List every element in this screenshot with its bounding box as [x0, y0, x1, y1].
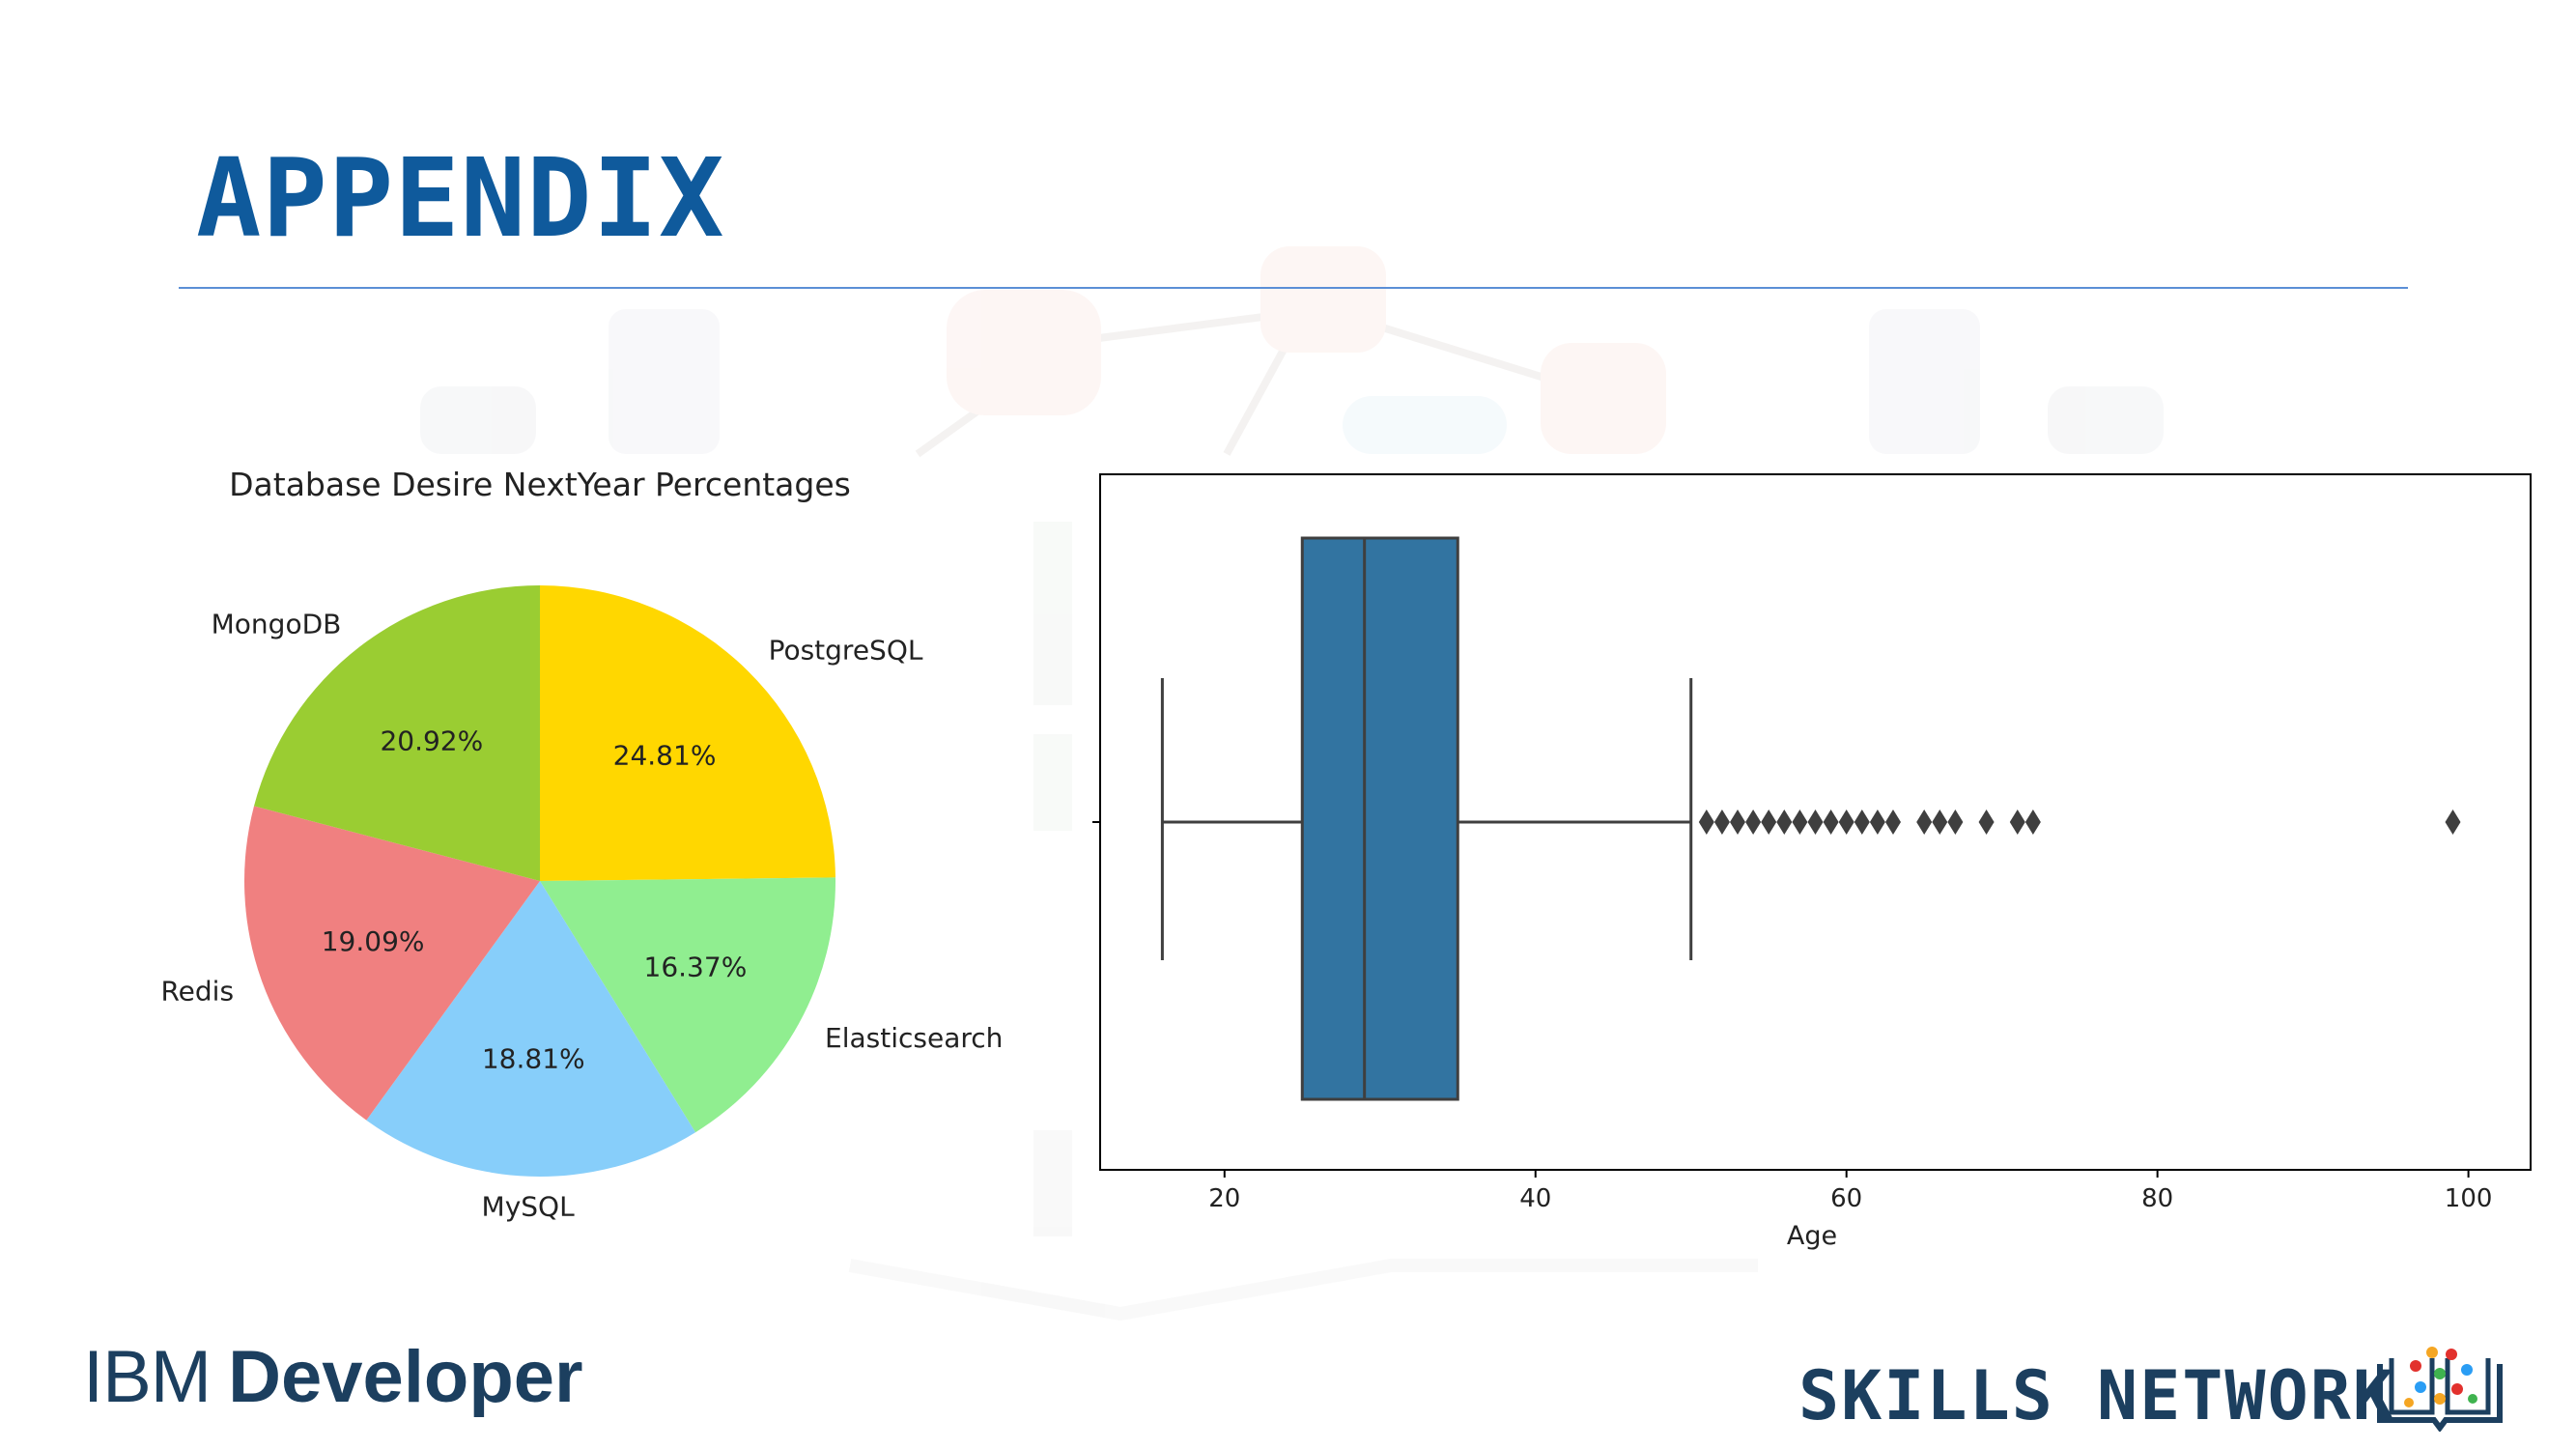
- x-tick-label: 40: [1519, 1184, 1551, 1213]
- pie-slice-redis: [243, 806, 540, 1121]
- pie-category-label-mongodb: MongoDB: [212, 609, 342, 640]
- outlier-point: [1776, 810, 1793, 835]
- pie-slice-postgresql: [540, 585, 835, 881]
- ibm-wordmark: IBM: [83, 1336, 212, 1418]
- outlier-point: [2024, 810, 2041, 835]
- outlier-point: [1978, 810, 1995, 835]
- pie-pct-label-postgresql: 24.81%: [613, 739, 717, 771]
- box-plot: 20 40 60 80 100 Age: [1092, 473, 2532, 1251]
- iqr-box: [1300, 536, 1459, 1101]
- pie-pct-label-redis: 19.09%: [322, 925, 425, 957]
- outlier-point: [1745, 810, 1762, 835]
- outlier-point: [2445, 810, 2461, 835]
- x-tick-label: 100: [2445, 1184, 2493, 1213]
- pie-category-label-elasticsearch: Elasticsearch: [825, 1022, 1003, 1054]
- outlier-point: [1854, 810, 1870, 835]
- x-tick-label: 20: [1208, 1184, 1240, 1213]
- outlier-point: [2009, 810, 2025, 835]
- book-network-icon: [2377, 1347, 2503, 1432]
- skills-network-logo-text: SKILLS NETWORK: [1798, 1356, 2396, 1435]
- x-tick-label: 60: [1830, 1184, 1862, 1213]
- pie-pct-label-mongodb: 20.92%: [380, 725, 483, 757]
- developer-wordmark: Developer: [228, 1336, 583, 1418]
- pie-slice-elasticsearch: [540, 877, 835, 1133]
- outlier-point: [1838, 810, 1854, 835]
- pie-slice-mysql: [366, 881, 696, 1177]
- outlier-point: [1730, 810, 1746, 835]
- outlier-point: [1823, 810, 1839, 835]
- outlier-point: [1807, 810, 1824, 835]
- x-axis-ticks: 20 40 60 80 100: [1208, 1170, 2492, 1213]
- outlier-point: [1761, 810, 1777, 835]
- outlier-point: [1698, 810, 1714, 835]
- slide-title: APPENDIX: [196, 136, 725, 262]
- pie-chart-title: Database Desire NextYear Percentages: [229, 466, 851, 503]
- pie-category-label-mysql: MySQL: [482, 1190, 576, 1222]
- ibm-developer-logo: IBM Developer: [83, 1341, 583, 1414]
- outlier-point: [1792, 810, 1808, 835]
- pie-pct-label-elasticsearch: 16.37%: [644, 951, 748, 982]
- pie-labels: 24.81% PostgreSQL 16.37% Elasticsearch 18.81…: [160, 609, 1003, 1223]
- outlier-point: [1916, 810, 1933, 835]
- pie-slices: [243, 585, 835, 1177]
- pie-chart: Database Desire NextYear Percentages 24.…: [160, 466, 1003, 1222]
- pie-slice-mongodb: [253, 585, 540, 881]
- outlier-point: [1884, 810, 1901, 835]
- outlier-point: [1869, 810, 1885, 835]
- outlier-point: [1932, 810, 1948, 835]
- outlier-point: [1713, 810, 1730, 835]
- outlier-point: [1947, 810, 1964, 835]
- title-divider: [179, 287, 2408, 289]
- x-axis-label: Age: [1787, 1221, 1837, 1251]
- pie-pct-label-mysql: 18.81%: [482, 1042, 585, 1074]
- pie-category-label-redis: Redis: [160, 975, 234, 1007]
- box-plot-elements: [1160, 536, 2461, 1101]
- pie-category-label-postgresql: PostgreSQL: [769, 635, 923, 667]
- x-tick-label: 80: [2141, 1184, 2173, 1213]
